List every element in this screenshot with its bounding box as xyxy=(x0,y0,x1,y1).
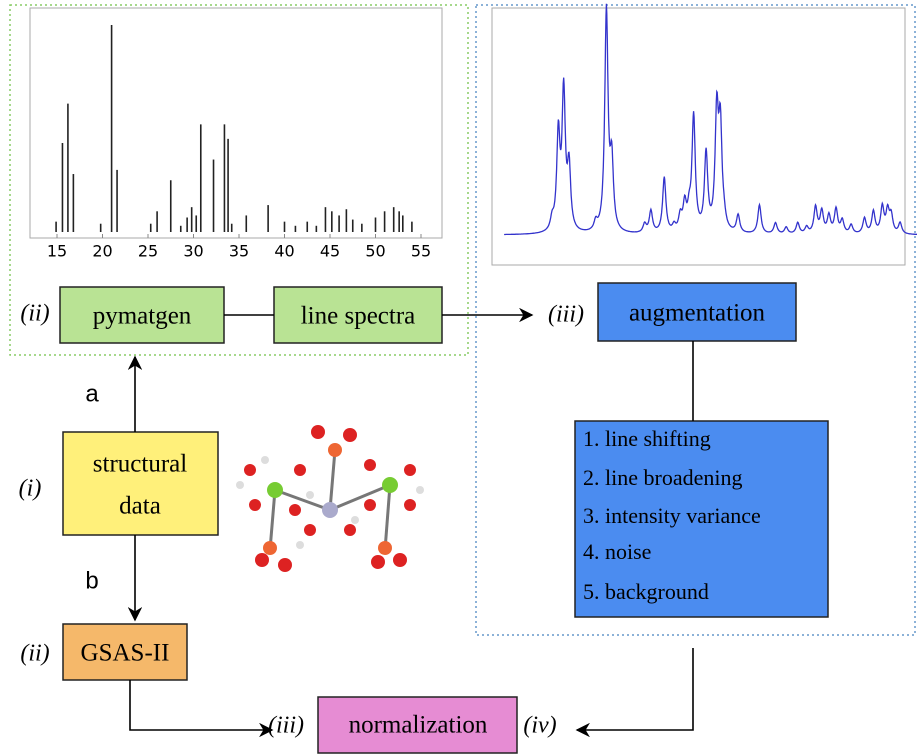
node-label: normalization xyxy=(349,712,488,739)
edge-label: b xyxy=(85,567,98,594)
node-label: augmentation xyxy=(629,300,766,327)
spectrum-frame xyxy=(30,8,442,238)
node-label: pymatgen xyxy=(93,303,192,330)
node-label: GSAS-II xyxy=(81,640,170,667)
step-label: (ii) xyxy=(20,641,49,667)
arrow xyxy=(577,648,693,730)
molecule xyxy=(236,425,424,572)
step-label: (ii) xyxy=(20,301,49,327)
list-item: 1. line shifting xyxy=(583,426,711,451)
x-tick-label: 40 xyxy=(274,242,294,261)
list-item: 4. noise xyxy=(583,539,651,564)
list-item: 3. intensity variance xyxy=(583,503,761,528)
arrow xyxy=(130,680,272,730)
x-tick-label: 30 xyxy=(183,242,203,261)
x-tick-label: 45 xyxy=(320,242,340,261)
x-tick-label: 15 xyxy=(47,242,67,261)
x-tick-label: 50 xyxy=(365,242,385,261)
step-label: (iv) xyxy=(523,713,556,739)
x-tick-label: 35 xyxy=(229,242,249,261)
diagram: 15 20 25 30 35 40 45 50 55 (ii) pymatgen line sp… xyxy=(0,0,917,754)
step-label: (i) xyxy=(19,476,42,502)
node-label: data xyxy=(119,493,161,520)
x-tick-label: 25 xyxy=(138,242,158,261)
list-item: 2. line broadening xyxy=(583,465,742,490)
edge-label: a xyxy=(85,380,99,407)
step-label: (iii) xyxy=(268,713,304,739)
node-label: line spectra xyxy=(301,303,416,330)
augmented-frame xyxy=(492,8,905,265)
step-label: (iii) xyxy=(548,302,584,328)
node-label: structural xyxy=(93,451,187,478)
x-tick-label: 55 xyxy=(411,242,431,261)
x-tick-label: 20 xyxy=(92,242,112,261)
list-item: 5. background xyxy=(583,579,709,604)
